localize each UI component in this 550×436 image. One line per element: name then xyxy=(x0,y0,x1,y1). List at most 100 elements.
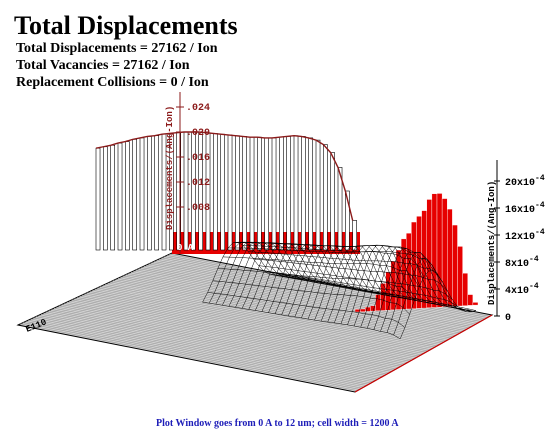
floor-gridline xyxy=(146,264,470,329)
depth-bar xyxy=(198,131,204,251)
left-axis-tick-label: .024 xyxy=(186,103,210,114)
surface-mesh-line xyxy=(314,246,393,321)
floor-gridline xyxy=(28,319,365,388)
lateral-bar xyxy=(452,224,458,307)
floor-gridline xyxy=(151,262,474,326)
depth-bar xyxy=(227,134,233,251)
floor-gridline xyxy=(161,257,483,321)
depth-bar xyxy=(323,144,328,251)
chart-title: Total Displacements xyxy=(14,11,238,40)
surface-mesh-line xyxy=(340,245,419,325)
depth-bar xyxy=(191,131,196,251)
floor-gridline xyxy=(46,311,381,379)
lateral-bar xyxy=(457,246,463,307)
stat-total-vacancies: Total Vacancies = 27162 / Ion xyxy=(16,58,190,73)
depth-bar xyxy=(205,132,211,251)
surface-mesh-line xyxy=(307,246,387,320)
floor-gridline xyxy=(97,287,426,353)
floor-gridline xyxy=(102,285,431,350)
depth-bar xyxy=(301,136,306,251)
floor-gridline xyxy=(164,256,486,320)
floor-gridline xyxy=(143,265,467,330)
depth-bar xyxy=(249,136,255,251)
right-axis-tick-label: 20x10-4 xyxy=(505,174,545,189)
surface-mesh-line xyxy=(235,242,317,308)
floor-gridline xyxy=(79,295,410,362)
right-axis-tick-label: 4x10-4 xyxy=(505,282,539,297)
floor-gridline xyxy=(107,282,435,348)
floor-gridline xyxy=(136,269,461,334)
depth-bar xyxy=(330,152,335,251)
depth-bar xyxy=(308,137,313,251)
floor-gridline xyxy=(118,277,445,343)
right-axis-tick-label: 0 xyxy=(505,313,511,324)
floor-gridline xyxy=(56,306,390,374)
depth-bar xyxy=(139,137,145,251)
surface-mesh-line xyxy=(380,251,457,332)
floor-gridline xyxy=(120,276,447,341)
lateral-bar xyxy=(426,199,433,308)
floor-gridline xyxy=(35,316,372,384)
lateral-bar xyxy=(472,302,479,306)
depth-bar xyxy=(220,133,226,251)
surface-mesh-line xyxy=(255,243,336,311)
floor-gridline xyxy=(43,312,378,380)
floor-gridline xyxy=(69,300,401,367)
depth-origin-label: 0 A xyxy=(177,243,194,253)
left-axis-tick-label: .020 xyxy=(186,128,210,139)
stat-total-displacements: Total Displacements = 27162 / Ion xyxy=(16,41,218,56)
depth-bar xyxy=(125,141,130,251)
depth-bar xyxy=(95,147,101,251)
floor-gridline xyxy=(20,323,358,392)
floor-gridline xyxy=(51,309,385,376)
floor-gridline xyxy=(53,307,388,375)
surface-mesh-line xyxy=(327,245,406,323)
surface-mesh-line xyxy=(320,246,400,322)
floor-gridline xyxy=(61,304,394,371)
left-axis-label: Displacements/(Ang-Ion) xyxy=(165,106,175,230)
depth-bar xyxy=(264,137,269,251)
right-axis-tick-label: 16x10-4 xyxy=(505,201,545,216)
surface-mesh-line xyxy=(373,248,451,330)
floor-gridline xyxy=(82,294,413,361)
floor-gridline xyxy=(133,270,458,335)
depth-bar xyxy=(293,135,299,251)
floor-gridline xyxy=(89,291,419,357)
surface-mesh-line xyxy=(386,252,464,333)
depth-bar xyxy=(286,136,291,251)
floor-gridline xyxy=(76,297,408,363)
floor-gridline xyxy=(138,268,463,332)
depth-bar xyxy=(257,136,262,251)
left-axis-tick-label: .008 xyxy=(186,203,210,214)
stat-replacement-collisions: Replacement Collisions = 0 / Ion xyxy=(16,75,209,90)
floor-gridline xyxy=(87,292,417,358)
surface-mesh-line xyxy=(393,258,470,336)
depth-bar xyxy=(352,220,357,251)
floor-gridline xyxy=(33,317,369,385)
floor-gridline xyxy=(128,273,454,338)
lateral-bar xyxy=(441,198,448,308)
surface-mesh-line xyxy=(353,245,432,327)
plot-window-note: Plot Window goes from 0 A to 12 um; cell… xyxy=(156,418,399,429)
left-axis-tick-label: .012 xyxy=(186,178,210,189)
lateral-bar xyxy=(385,272,392,311)
surface-mesh-line xyxy=(399,270,477,339)
floor-gridline xyxy=(159,258,481,322)
floor-gridline xyxy=(23,322,360,390)
depth-bar xyxy=(279,136,284,251)
floor-gridline xyxy=(94,288,424,354)
lateral-bar xyxy=(359,308,366,312)
floor-gridline xyxy=(59,305,392,372)
right-axis-tick-label: 8x10-4 xyxy=(505,255,539,270)
floor-gridline xyxy=(141,267,465,331)
depth-bar xyxy=(235,135,240,251)
surface-mesh-line xyxy=(367,246,445,329)
depth-profile-line xyxy=(95,131,354,221)
depth-bar xyxy=(132,139,138,251)
floor-gridline xyxy=(92,289,422,356)
floor-gridline xyxy=(66,301,399,368)
floor-gridline xyxy=(110,281,438,347)
floor-gridline xyxy=(25,321,362,389)
